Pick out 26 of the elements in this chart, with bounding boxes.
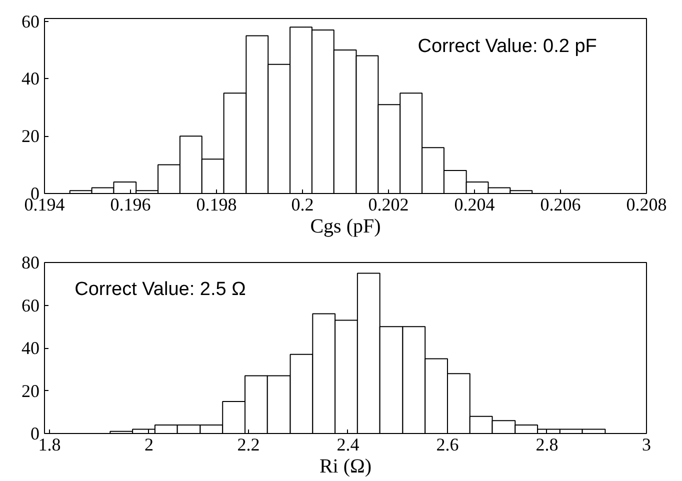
x-tick-label: 2 [144, 434, 154, 454]
y-tick-label: 0 [30, 424, 40, 444]
x-axis-title: Cgs (pF) [310, 216, 381, 238]
x-tick-label: 2.2 [237, 434, 260, 454]
x-tick-label: 1.8 [38, 434, 61, 454]
x-tick-label: 0.202 [368, 194, 409, 214]
x-tick-label: 0.198 [196, 194, 237, 214]
x-tick-label: 0.2 [291, 194, 314, 214]
y-tick-label: 40 [22, 68, 40, 89]
x-tick-label: 0.196 [110, 194, 151, 214]
y-tick-label: 80 [22, 252, 40, 272]
annotation: Correct Value: 2.5 Ω [74, 279, 246, 300]
x-tick-label: 2.6 [436, 434, 459, 454]
x-tick-label: 0.208 [626, 194, 667, 214]
x-tick-label: 0.204 [454, 194, 495, 214]
annotation: Correct Value: 0.2 pF [418, 36, 597, 57]
y-tick-label: 60 [22, 295, 40, 316]
y-tick-label: 20 [22, 126, 40, 146]
x-tick-label: 3 [642, 434, 651, 454]
y-tick-label: 20 [22, 380, 40, 401]
x-tick-label: 2.4 [336, 434, 360, 454]
y-tick-label: 60 [22, 11, 40, 32]
x-axis-title: Ri (Ω) [319, 456, 372, 478]
x-tick-label: 0.206 [540, 194, 581, 214]
y-tick-label: 40 [22, 338, 40, 358]
x-tick-label: 2.8 [536, 434, 558, 454]
